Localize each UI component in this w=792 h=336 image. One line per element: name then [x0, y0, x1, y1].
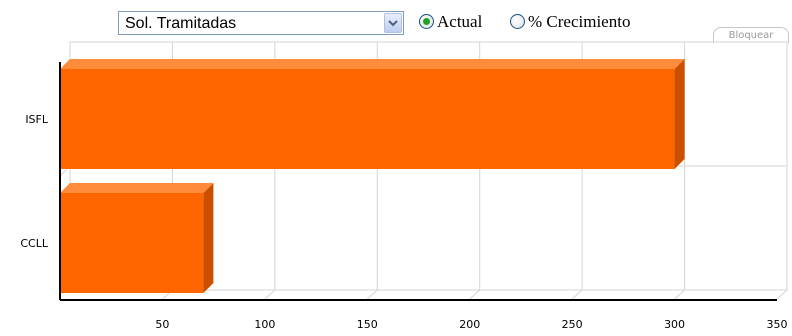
gridline-floor: [571, 289, 583, 300]
chart-bars: [60, 59, 685, 293]
chart-axes: [59, 62, 777, 301]
chart-category-labels: ISFL CCLL: [20, 113, 48, 250]
chart-tick-labels: 50 100 150 200 250 300 350: [155, 318, 787, 331]
x-tick-label: 250: [562, 318, 583, 331]
radio-growth[interactable]: [510, 14, 525, 29]
bar-side: [674, 59, 685, 169]
x-tick-label: 100: [254, 318, 275, 331]
metric-select[interactable]: Sol. Tramitadas: [118, 11, 404, 35]
category-label: ISFL: [25, 113, 49, 126]
lock-button[interactable]: Bloquear: [713, 27, 789, 43]
gridline-floor: [776, 289, 788, 300]
gridline-floor: [469, 289, 481, 300]
chevron-down-icon-glyph: [388, 20, 398, 27]
x-tick-label: 150: [357, 318, 378, 331]
bar-top: [60, 59, 685, 69]
radio-actual[interactable]: [419, 14, 434, 29]
gridline-floor: [264, 289, 276, 300]
bar: [60, 193, 204, 293]
bar-side: [203, 183, 214, 293]
x-tick-label: 350: [767, 318, 788, 331]
radio-growth-label[interactable]: % Crecimiento: [528, 12, 631, 31]
gridline-floor: [674, 289, 685, 300]
category-label: CCLL: [20, 237, 48, 250]
gridline-floor: [366, 289, 378, 300]
x-tick-label: 200: [459, 318, 480, 331]
bar: [60, 69, 675, 169]
bar-top: [60, 183, 214, 193]
chevron-down-icon[interactable]: [384, 13, 402, 33]
radio-actual-label[interactable]: Actual: [437, 12, 483, 31]
metric-select-value: Sol. Tramitadas: [125, 15, 237, 32]
chart-controls: Sol. Tramitadas Actual % Crecimiento Blo…: [0, 0, 792, 44]
x-tick-label: 300: [664, 318, 685, 331]
x-tick-label: 50: [155, 318, 169, 331]
